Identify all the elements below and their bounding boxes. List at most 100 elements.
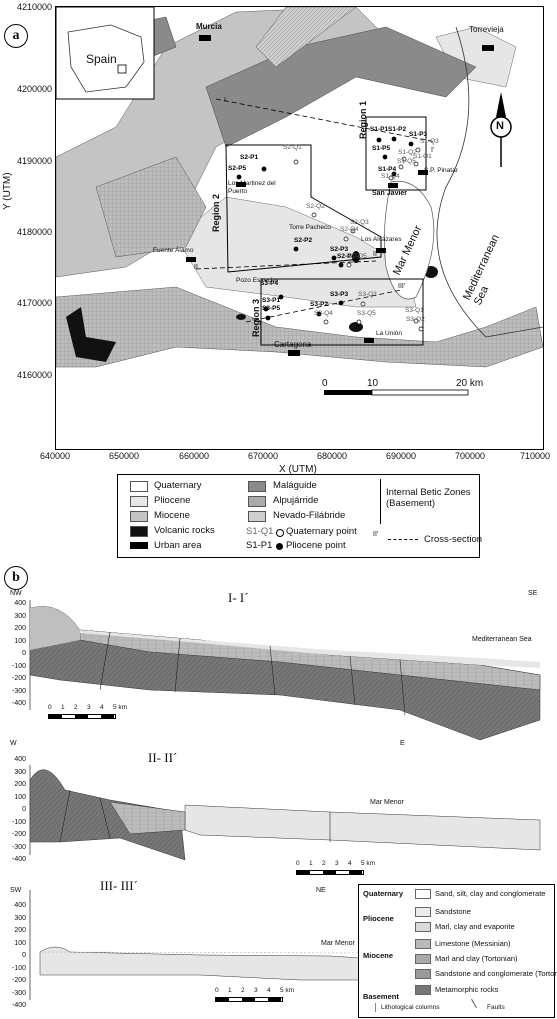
quaternary-point-label: S2-Q1 [283,144,302,151]
section-sea-label: Mar Menor [370,799,404,806]
section-y-tick-label: -200 [11,831,26,838]
north-arrow-label: N [496,120,504,132]
section-y-tick-label: -200 [11,977,26,984]
volcanic-rocks [66,307,116,362]
y-tick-label: 4160000 [16,370,52,380]
section-y-tick-label: -200 [11,675,26,682]
x-tick-label: 690000 [385,451,417,461]
x-tick-label: 660000 [178,451,210,461]
scale-label: 10 [367,378,379,389]
section-y-tick-label: -400 [11,856,26,863]
pliocene-point-label: S3-P2 [310,301,329,308]
group-label: Pliocene [363,914,394,923]
section-scale-label: 4 [100,704,104,711]
quaternary-point-label: S1-Q3 [420,138,439,145]
legend-swatch [130,511,148,522]
section-sea-label: Mediterranean Sea [472,636,532,643]
pliocene-point-label: S2-P4 [337,253,356,260]
section-orientation: E [400,740,405,747]
quaternary-point-label: S1-Q2 [398,149,417,156]
legend-label: Quaternary [154,480,202,491]
cross-sections [29,600,541,1000]
section-scale-label: 0 [296,860,300,867]
section-II [29,765,541,861]
legend-label: Urban area [154,540,202,551]
legend-entry: Sand, silt, clay and conglomerate [435,889,546,898]
town-label: Murcia [196,22,222,31]
legend-swatch [130,496,148,507]
x-tick-label: 700000 [454,451,486,461]
section-scale-label: 5 km [361,860,376,867]
pliocene-point-label: S2-P5 [228,165,247,172]
town-label: San Javier [372,190,408,197]
section-scale-label: 2 [74,704,78,711]
section-scale-label: 0 [215,987,219,994]
group-label: Basement [363,992,399,1001]
section-scale-label: 4 [348,860,352,867]
legend-entry: Marl and clay (Tortonian) [435,954,518,963]
legend-label: Pliocene [154,495,191,506]
section-y-tick-label: -400 [11,700,26,707]
y-tick-label: 4210000 [16,2,52,12]
legend-swatch [248,496,266,507]
legend-label: Alpujárride [273,495,319,506]
pliocene-point-label: S1-P3 [409,131,428,138]
legend-entry: Marl, clay and evaporite [435,922,515,931]
section-sea-label: Mar Menor [321,940,355,947]
section-y-tick-label: 300 [14,612,26,620]
quaternary-point-label: S2-Q5 [348,253,367,260]
town-label: Fuente Álamo [153,247,194,254]
quaternary-point-label: S1-Q4 [381,173,400,180]
y-tick-label: 4170000 [16,298,52,308]
quaternary-point-label: S1-Q5 [397,158,416,165]
section-end-label: I [224,97,226,104]
pliocene-point-label: S3-P1 [262,297,281,304]
section-y-tick-label: 400 [14,756,26,763]
legend-swatch [130,526,148,537]
quaternary-point-label: S1-Q1 [413,153,432,160]
section-y-tick-label: 400 [14,600,26,607]
group-label: Quaternary [363,889,404,898]
section-scale-bar [48,714,116,719]
town-label: Torre Pacheco [289,224,331,231]
scale-label: 20 km [456,378,484,389]
legend-label: Maláguide [273,480,317,491]
section-title: III- III´ [100,878,138,893]
section-legend: Quaternary Pliocene Miocene Basement San… [358,884,557,1018]
quaternary-point-label: S3-Q1 [405,307,424,314]
section-scale-label: 1 [309,860,313,867]
section-III [29,890,361,1000]
x-tick-label: 650000 [108,451,140,461]
section-y-tick-label: 0 [22,806,26,813]
section-orientation: W [10,740,17,747]
town-label: Los Alcázares [361,236,402,243]
y-tick-label: 4190000 [16,156,52,166]
section-y-tick-label: 200 [14,781,26,788]
map-x-axis-title: X (UTM) [279,464,317,475]
pliocene-point-label: S1-P5 [372,145,391,152]
section-y-tick-label: -300 [11,843,26,851]
quaternary-point-label: S2-Q3 [350,219,369,226]
legend-cross-section-sample: II' [373,531,379,538]
quaternary-point-label: S3-Q3 [358,291,377,298]
section-y-tick-label: -400 [11,1002,26,1009]
town-label: Los Martinez del Puerto [228,180,276,195]
section-y-tick-label: 0 [22,952,26,959]
section-scale-label: 1 [61,704,65,711]
pliocene-point-label: S3-P4 [260,280,279,287]
section-title: I- I´ [228,590,249,605]
section-end-label: III [238,314,244,321]
panel-a-badge: a [4,24,28,48]
section-y-tick-label: 200 [14,927,26,934]
section-y-tick-label: 100 [14,939,26,947]
nevado-area [95,156,207,258]
inset-label-spain: Spain [86,52,117,66]
section-y-tick-label: 0 [22,650,26,657]
urban-area-symbols [186,35,494,356]
legend-footer: Lithological columns [381,1004,440,1011]
section-title: II- II´ [148,750,178,765]
section-scale-bar [296,870,364,875]
scale-label: 0 [322,378,328,389]
pliocene-point-label: S1-P2 [388,126,407,133]
quaternary-point-label: S3-Q2 [406,316,425,323]
